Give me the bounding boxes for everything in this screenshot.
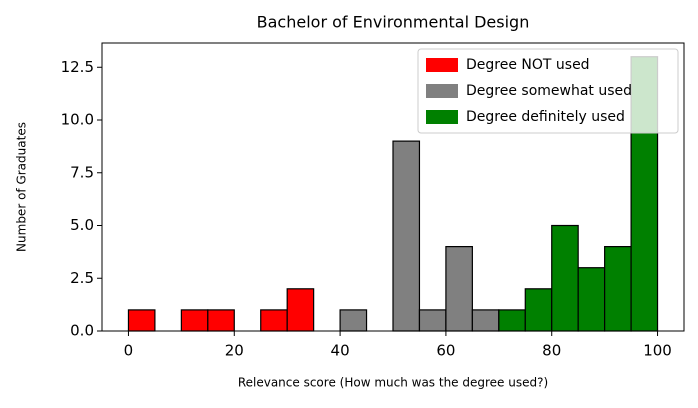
legend-box xyxy=(417,48,679,134)
y-tick-label: 7.5 xyxy=(70,163,94,181)
bar xyxy=(286,288,315,332)
bar xyxy=(207,309,235,332)
y-tick-label: 10.0 xyxy=(61,111,94,129)
bar xyxy=(392,140,421,332)
x-tick-label: 0 xyxy=(124,342,134,360)
legend-swatch xyxy=(426,110,458,124)
legend-label: Degree NOT used xyxy=(466,57,590,73)
bar xyxy=(418,309,447,332)
plot-frame xyxy=(101,42,685,332)
chart-title: Bachelor of Environmental Design xyxy=(257,13,530,32)
bar xyxy=(604,246,632,332)
legend-swatch xyxy=(426,84,458,98)
bar xyxy=(339,309,368,332)
y-tick-label: 12.5 xyxy=(61,58,94,76)
x-tick-label: 80 xyxy=(542,342,561,360)
bar xyxy=(180,309,209,332)
y-axis-label: Number of Graduates xyxy=(15,122,29,252)
y-tick-label: 0.0 xyxy=(70,322,94,340)
x-tick-label: 40 xyxy=(331,342,350,360)
bar xyxy=(551,224,579,332)
legend-label: Degree definitely used xyxy=(466,109,625,125)
bar xyxy=(445,246,473,332)
bar xyxy=(524,288,553,332)
x-tick-label: 20 xyxy=(225,342,244,360)
x-tick-label: 60 xyxy=(436,342,455,360)
bar xyxy=(498,309,526,332)
bar xyxy=(260,309,288,332)
legend-swatch xyxy=(426,58,458,72)
x-tick-label: 100 xyxy=(643,342,672,360)
y-tick-label: 2.5 xyxy=(70,269,94,287)
legend-label: Degree somewhat used xyxy=(466,83,632,99)
bar xyxy=(471,309,500,332)
x-axis-label: Relevance score (How much was the degree… xyxy=(238,376,548,390)
bar xyxy=(127,309,156,332)
bar xyxy=(577,267,606,332)
y-tick-label: 5.0 xyxy=(70,216,94,234)
